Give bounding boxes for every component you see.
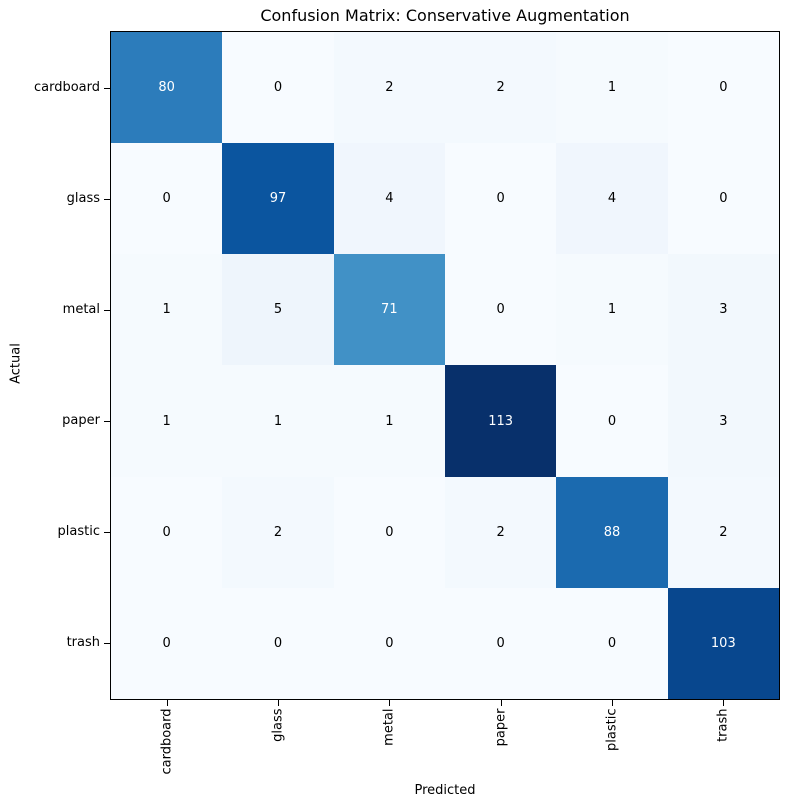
y-tick-mark [104, 87, 111, 89]
matrix-cell-metal-cardboard: 1 [111, 254, 223, 366]
matrix-cell-paper-metal: 1 [333, 365, 445, 477]
x-tick-mark [166, 699, 168, 706]
matrix-cell-cardboard-glass: 0 [222, 32, 334, 144]
x-tick-mark [278, 699, 279, 706]
matrix-cell-trash-metal: 0 [333, 587, 445, 699]
matrix-cell-plastic-trash: 2 [667, 476, 779, 588]
y-tick-label-cardboard: cardboard [33, 79, 100, 95]
matrix-cell-trash-glass: 0 [222, 587, 334, 699]
heatmap-plot-area: 80 0 2 2 1 0 0 97 4 0 4 0 1 5 71 0 1 3 1 1 1 113 0 3 0 2 0 2 88 2 0 0 0 0… [110, 31, 780, 700]
matrix-cell-cardboard-metal: 2 [333, 32, 445, 144]
x-axis-label: Predicted [414, 783, 476, 798]
matrix-cell-glass-plastic: 4 [556, 143, 668, 255]
matrix-cell-plastic-glass: 2 [222, 476, 334, 588]
matrix-cell-glass-glass: 97 [222, 143, 334, 255]
matrix-cell-paper-plastic: 0 [556, 365, 668, 477]
matrix-cell-metal-metal: 71 [333, 254, 445, 366]
x-tick-mark [500, 699, 502, 706]
y-tick-mark [104, 643, 111, 645]
y-tick-label-plastic: plastic [57, 524, 100, 540]
matrix-cell-metal-glass: 5 [222, 254, 334, 366]
x-tick-mark [612, 699, 613, 706]
y-tick-mark [104, 198, 111, 200]
matrix-cell-trash-trash: 103 [667, 587, 779, 699]
matrix-cell-metal-trash: 3 [667, 254, 779, 366]
y-tick-label-paper: paper [62, 413, 100, 429]
y-tick-mark [104, 421, 111, 423]
matrix-cell-trash-plastic: 0 [556, 587, 668, 699]
y-tick-mark [104, 309, 111, 311]
y-tick-label-metal: metal [62, 301, 100, 317]
y-tick-label-glass: glass [66, 190, 100, 206]
x-tick-mark [389, 699, 391, 706]
matrix-cell-trash-cardboard: 0 [111, 587, 223, 699]
matrix-cell-paper-trash: 3 [667, 365, 779, 477]
matrix-cell-glass-metal: 4 [333, 143, 445, 255]
matrix-cell-metal-paper: 0 [445, 254, 557, 366]
matrix-cell-glass-paper: 0 [445, 143, 557, 255]
matrix-cell-glass-cardboard: 0 [111, 143, 223, 255]
matrix-cell-plastic-plastic: 88 [556, 476, 668, 588]
matrix-cell-plastic-paper: 2 [445, 476, 557, 588]
matrix-cell-paper-glass: 1 [222, 365, 334, 477]
matrix-cell-paper-cardboard: 1 [111, 365, 223, 477]
y-axis-label: Actual [8, 343, 24, 384]
y-tick-label-trash: trash [66, 635, 100, 651]
matrix-cell-plastic-cardboard: 0 [111, 476, 223, 588]
matrix-cell-metal-plastic: 1 [556, 254, 668, 366]
matrix-cell-trash-paper: 0 [445, 587, 557, 699]
y-tick-mark [104, 532, 111, 534]
matrix-cell-plastic-metal: 0 [333, 476, 445, 588]
matrix-cell-cardboard-plastic: 1 [556, 32, 668, 144]
matrix-cell-cardboard-cardboard: 80 [111, 32, 223, 144]
x-tick-mark [723, 699, 725, 706]
matrix-cell-cardboard-trash: 0 [667, 32, 779, 144]
matrix-cell-cardboard-paper: 2 [445, 32, 557, 144]
chart-title: Confusion Matrix: Conservative Augmentat… [260, 6, 630, 25]
matrix-cell-glass-trash: 0 [667, 143, 779, 255]
matrix-cell-paper-paper: 113 [445, 365, 557, 477]
